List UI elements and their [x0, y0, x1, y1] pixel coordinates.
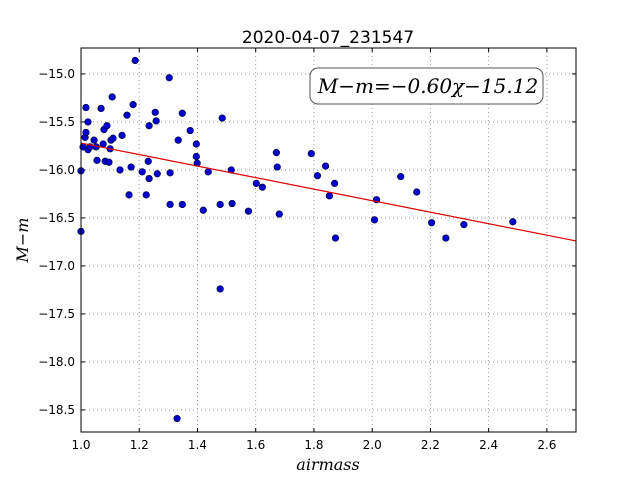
x-tick-label: 1.8 — [304, 438, 323, 452]
chart-title: 2020-04-07_231547 — [242, 28, 414, 48]
point — [166, 200, 174, 209]
point — [82, 128, 90, 137]
y-tick-label: −18.0 — [38, 355, 75, 369]
point — [192, 140, 200, 148]
point — [252, 179, 260, 187]
point — [97, 104, 105, 113]
point — [216, 285, 224, 293]
point — [151, 108, 159, 116]
y-tick-label: −16.5 — [38, 211, 75, 225]
point — [273, 163, 281, 171]
point — [325, 192, 333, 200]
point — [103, 122, 111, 130]
x-tick-label: 2.0 — [363, 438, 382, 452]
point — [275, 210, 283, 218]
x-tick-label: 1.0 — [71, 438, 90, 452]
point — [166, 169, 174, 177]
y-tick-label: −15.0 — [38, 67, 75, 81]
y-axis-label: M−m — [13, 218, 32, 264]
point — [138, 168, 146, 176]
y-tick-label: −17.0 — [38, 259, 75, 273]
point — [108, 93, 116, 101]
x-tick-label: 2.2 — [421, 438, 440, 452]
point — [99, 140, 107, 148]
point — [90, 136, 98, 144]
x-tick-label: 1.4 — [188, 438, 207, 452]
point — [427, 219, 436, 227]
annotation-box — [309, 67, 544, 105]
point — [228, 199, 236, 208]
point — [204, 168, 212, 176]
point — [109, 134, 117, 142]
point — [105, 158, 113, 166]
point — [152, 117, 160, 125]
point — [174, 136, 182, 144]
point — [127, 163, 135, 171]
plot-frame — [80, 47, 577, 433]
x-tick-label: 2.4 — [479, 438, 498, 452]
point — [125, 191, 133, 199]
point — [123, 111, 131, 119]
point — [129, 101, 137, 109]
point — [93, 156, 101, 164]
point — [145, 174, 153, 183]
point — [131, 56, 139, 65]
annotation: M−m=−0.60χ−15.12 — [317, 74, 538, 98]
y-tick-label: −18.5 — [38, 403, 75, 417]
y-tick-label: −17.5 — [38, 307, 75, 321]
fit-line — [80, 142, 577, 242]
point — [258, 183, 267, 191]
point — [307, 150, 315, 158]
point — [118, 131, 126, 139]
point — [165, 74, 173, 82]
x-tick-label: 1.6 — [246, 438, 265, 452]
point — [192, 152, 200, 161]
y-tick-label: −16.0 — [38, 163, 75, 177]
point — [216, 200, 224, 209]
point — [509, 218, 517, 226]
x-axis-label: airmass — [296, 455, 359, 474]
point — [142, 191, 150, 199]
point — [173, 414, 181, 423]
points — [77, 56, 517, 423]
point — [84, 118, 92, 126]
point — [321, 162, 330, 170]
point — [178, 200, 186, 209]
point — [313, 172, 322, 180]
y-tick-label: −15.5 — [38, 115, 75, 129]
point — [460, 221, 468, 229]
point — [413, 188, 421, 196]
point — [116, 166, 124, 174]
point — [244, 207, 253, 215]
point — [272, 149, 280, 157]
x-tick-label: 1.2 — [130, 438, 149, 452]
point — [218, 114, 226, 122]
point — [331, 179, 339, 187]
point — [370, 216, 379, 224]
point — [199, 206, 207, 214]
point — [178, 109, 186, 117]
point — [397, 173, 405, 181]
point — [442, 234, 450, 242]
point — [82, 103, 90, 112]
point — [144, 157, 152, 165]
point — [331, 234, 340, 242]
point — [145, 122, 153, 130]
point — [153, 170, 161, 178]
point — [186, 126, 194, 135]
x-tick-label: 2.6 — [537, 438, 556, 452]
